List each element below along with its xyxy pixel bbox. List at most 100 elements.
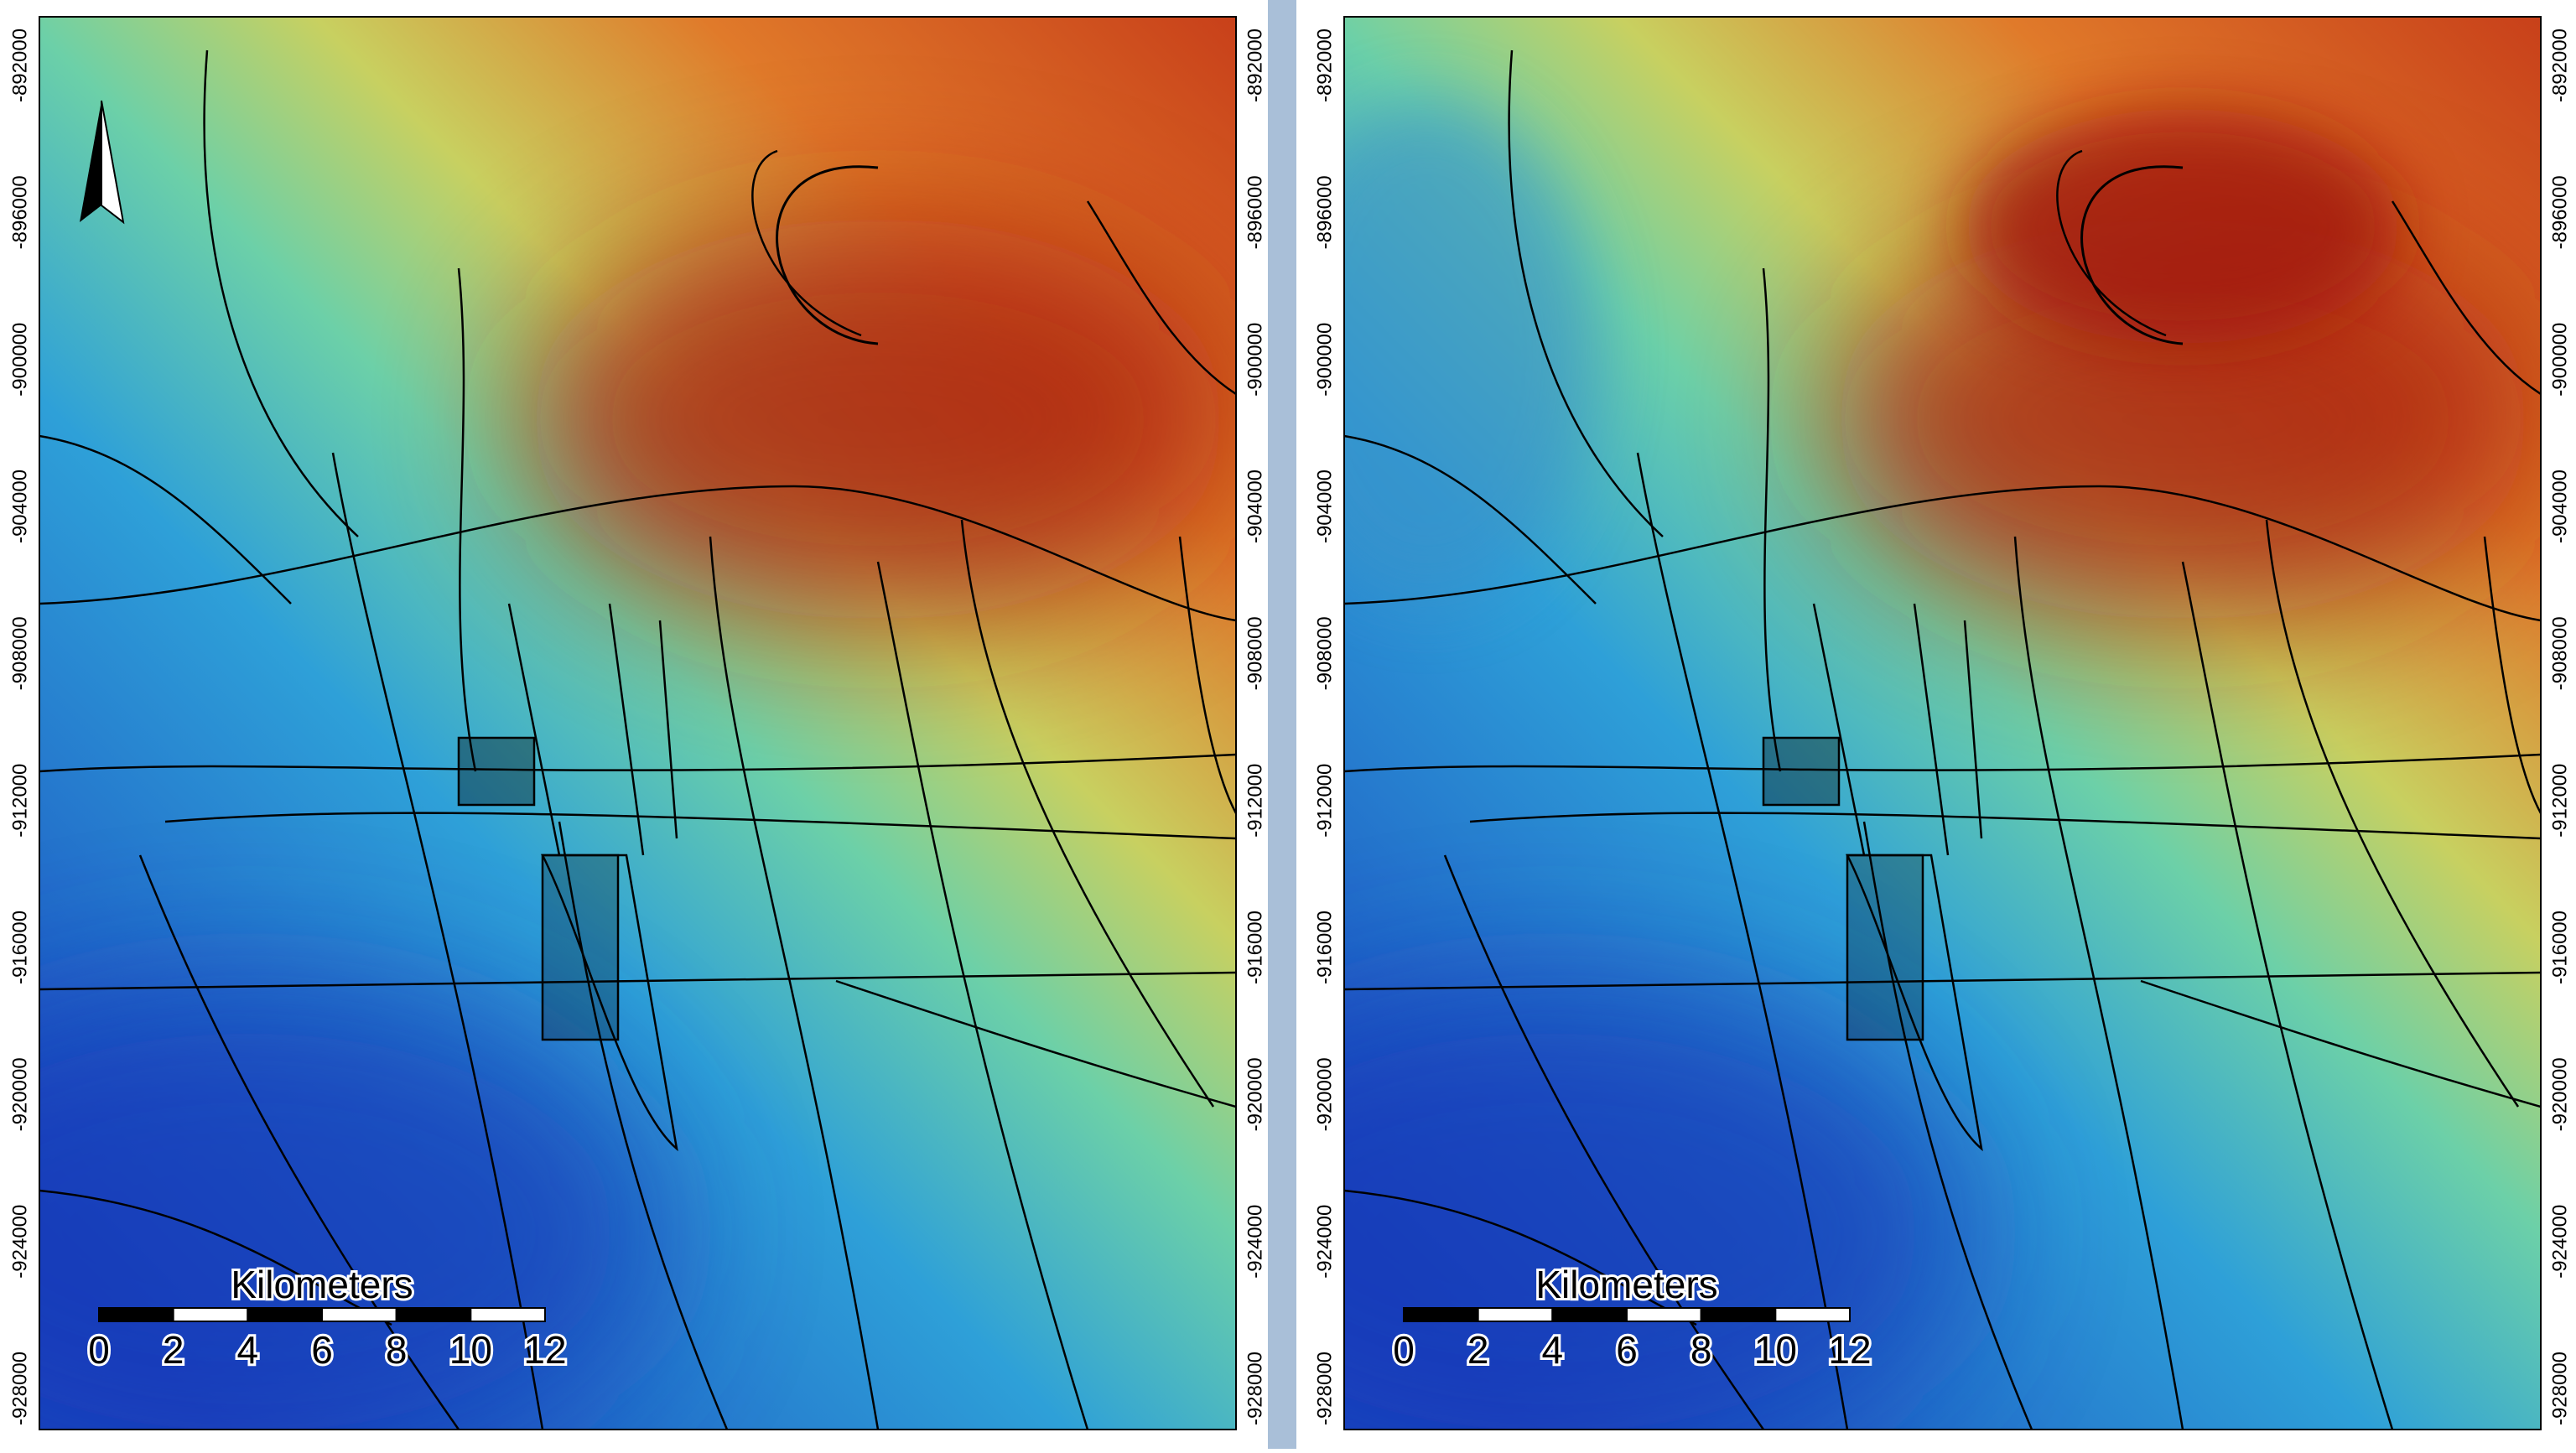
road [331, 452, 544, 1430]
y-axis-label: -896000 [1244, 175, 1266, 249]
road [39, 434, 292, 605]
town [1846, 854, 1924, 1041]
raster-hot [526, 218, 1230, 620]
y-axis-label: -892000 [1313, 29, 1336, 102]
town [541, 854, 620, 1041]
y-axis-label: -904000 [2548, 470, 2571, 543]
map-panel [1344, 17, 2541, 1430]
y-axis-label: -924000 [1313, 1205, 1336, 1279]
y-axis-label: -916000 [1244, 911, 1266, 984]
arc-feature [2080, 165, 2184, 345]
scale-bar-segment [1477, 1307, 1554, 1322]
road [540, 854, 678, 1152]
road [1178, 536, 1236, 814]
road [1086, 200, 1236, 396]
y-axis-label: -912000 [2548, 764, 2571, 838]
road [835, 979, 1236, 1108]
y-axis-label: -912000 [1244, 764, 1266, 838]
y-axis-label: -896000 [2548, 175, 2571, 249]
y-axis-label: -892000 [8, 29, 31, 102]
y-axis-label: -920000 [1313, 1057, 1336, 1131]
panel-frame [39, 16, 1237, 1430]
scale-bar-segment [98, 1307, 174, 1322]
y-axis-label: -920000 [1244, 1057, 1266, 1131]
scale-bar-label: 6 [311, 1328, 333, 1372]
y-axis-label: -904000 [1313, 470, 1336, 543]
y-axis-label: -908000 [1313, 616, 1336, 690]
road [39, 1189, 392, 1326]
y-axis-label: -900000 [8, 323, 31, 397]
scale-bar-segment [247, 1307, 324, 1322]
scale-bar-label: 8 [1690, 1328, 1712, 1372]
raster-hot [1831, 218, 2535, 620]
scale-bar-label: 10 [1754, 1328, 1797, 1372]
y-axis-label: -896000 [8, 175, 31, 249]
north-arrow-left [80, 101, 101, 222]
y-axis-label: -928000 [1313, 1352, 1336, 1425]
scale-bar-label: 4 [1542, 1328, 1564, 1372]
road [1344, 485, 2541, 622]
road [2265, 519, 2520, 1108]
scale-bar-segment [172, 1307, 249, 1322]
road [1845, 854, 1983, 1152]
road [2391, 200, 2541, 396]
raster-cool [1344, 101, 1596, 604]
scale-bar-label: 0 [88, 1328, 110, 1372]
road [558, 821, 729, 1430]
scale-bar-segment [470, 1307, 546, 1322]
road [709, 536, 880, 1430]
road [876, 561, 1089, 1430]
town [1762, 736, 1841, 807]
road [507, 603, 678, 856]
scale-bar-segment [1700, 1307, 1777, 1322]
road [1636, 452, 1849, 1430]
road [138, 854, 460, 1430]
y-axis-label: -920000 [8, 1057, 31, 1131]
arc-feature [776, 165, 879, 345]
roads [39, 49, 1236, 1430]
road [1344, 434, 1597, 605]
scale-bar-label: 12 [1828, 1328, 1871, 1372]
y-axis-label: -908000 [2548, 616, 2571, 690]
scale-bar-label: 4 [237, 1328, 259, 1372]
scale-bar-label: 8 [386, 1328, 408, 1372]
y-axis-label: -900000 [1244, 323, 1266, 397]
splitter[interactable] [1268, 0, 1296, 1449]
road [2056, 149, 2167, 337]
y-axis-label: -900000 [1313, 323, 1336, 397]
road [960, 519, 1215, 1108]
scale-bar-segment [1551, 1307, 1628, 1322]
y-axis-label: -892000 [1244, 29, 1266, 102]
panel-frame [1343, 16, 2542, 1430]
road [1862, 821, 2033, 1430]
y-axis-label: -900000 [2548, 323, 2571, 397]
raster-hot [1965, 109, 2401, 344]
y-axis-label: -916000 [2548, 911, 2571, 984]
scale-bar-segment [1403, 1307, 1479, 1322]
scale-bar-segment [1774, 1307, 1851, 1322]
road [457, 267, 477, 772]
scale-bar-label: 2 [1467, 1328, 1489, 1372]
y-axis-label: -896000 [1313, 175, 1336, 249]
scale-bar-label: 2 [163, 1328, 184, 1372]
road [751, 149, 862, 337]
scale-bar-segment [321, 1307, 397, 1322]
road [1443, 854, 1765, 1430]
road [2013, 536, 2184, 1430]
scale-bar-label: 12 [523, 1328, 566, 1372]
y-axis-label: -892000 [2548, 29, 2571, 102]
north-arrow-right [101, 100, 125, 225]
y-axis-label: -920000 [2548, 1057, 2571, 1131]
scale-bar-title: Kilometers [231, 1263, 413, 1306]
y-axis-label: -928000 [1244, 1352, 1266, 1425]
y-axis-label: -912000 [8, 764, 31, 838]
y-axis-label: -912000 [1313, 764, 1336, 838]
town [457, 736, 536, 807]
road [2483, 536, 2541, 814]
road [39, 753, 1236, 773]
road [2140, 979, 2541, 1108]
y-axis-label: -924000 [1244, 1205, 1266, 1279]
y-axis-label: -908000 [8, 616, 31, 690]
road [1344, 1189, 1697, 1326]
